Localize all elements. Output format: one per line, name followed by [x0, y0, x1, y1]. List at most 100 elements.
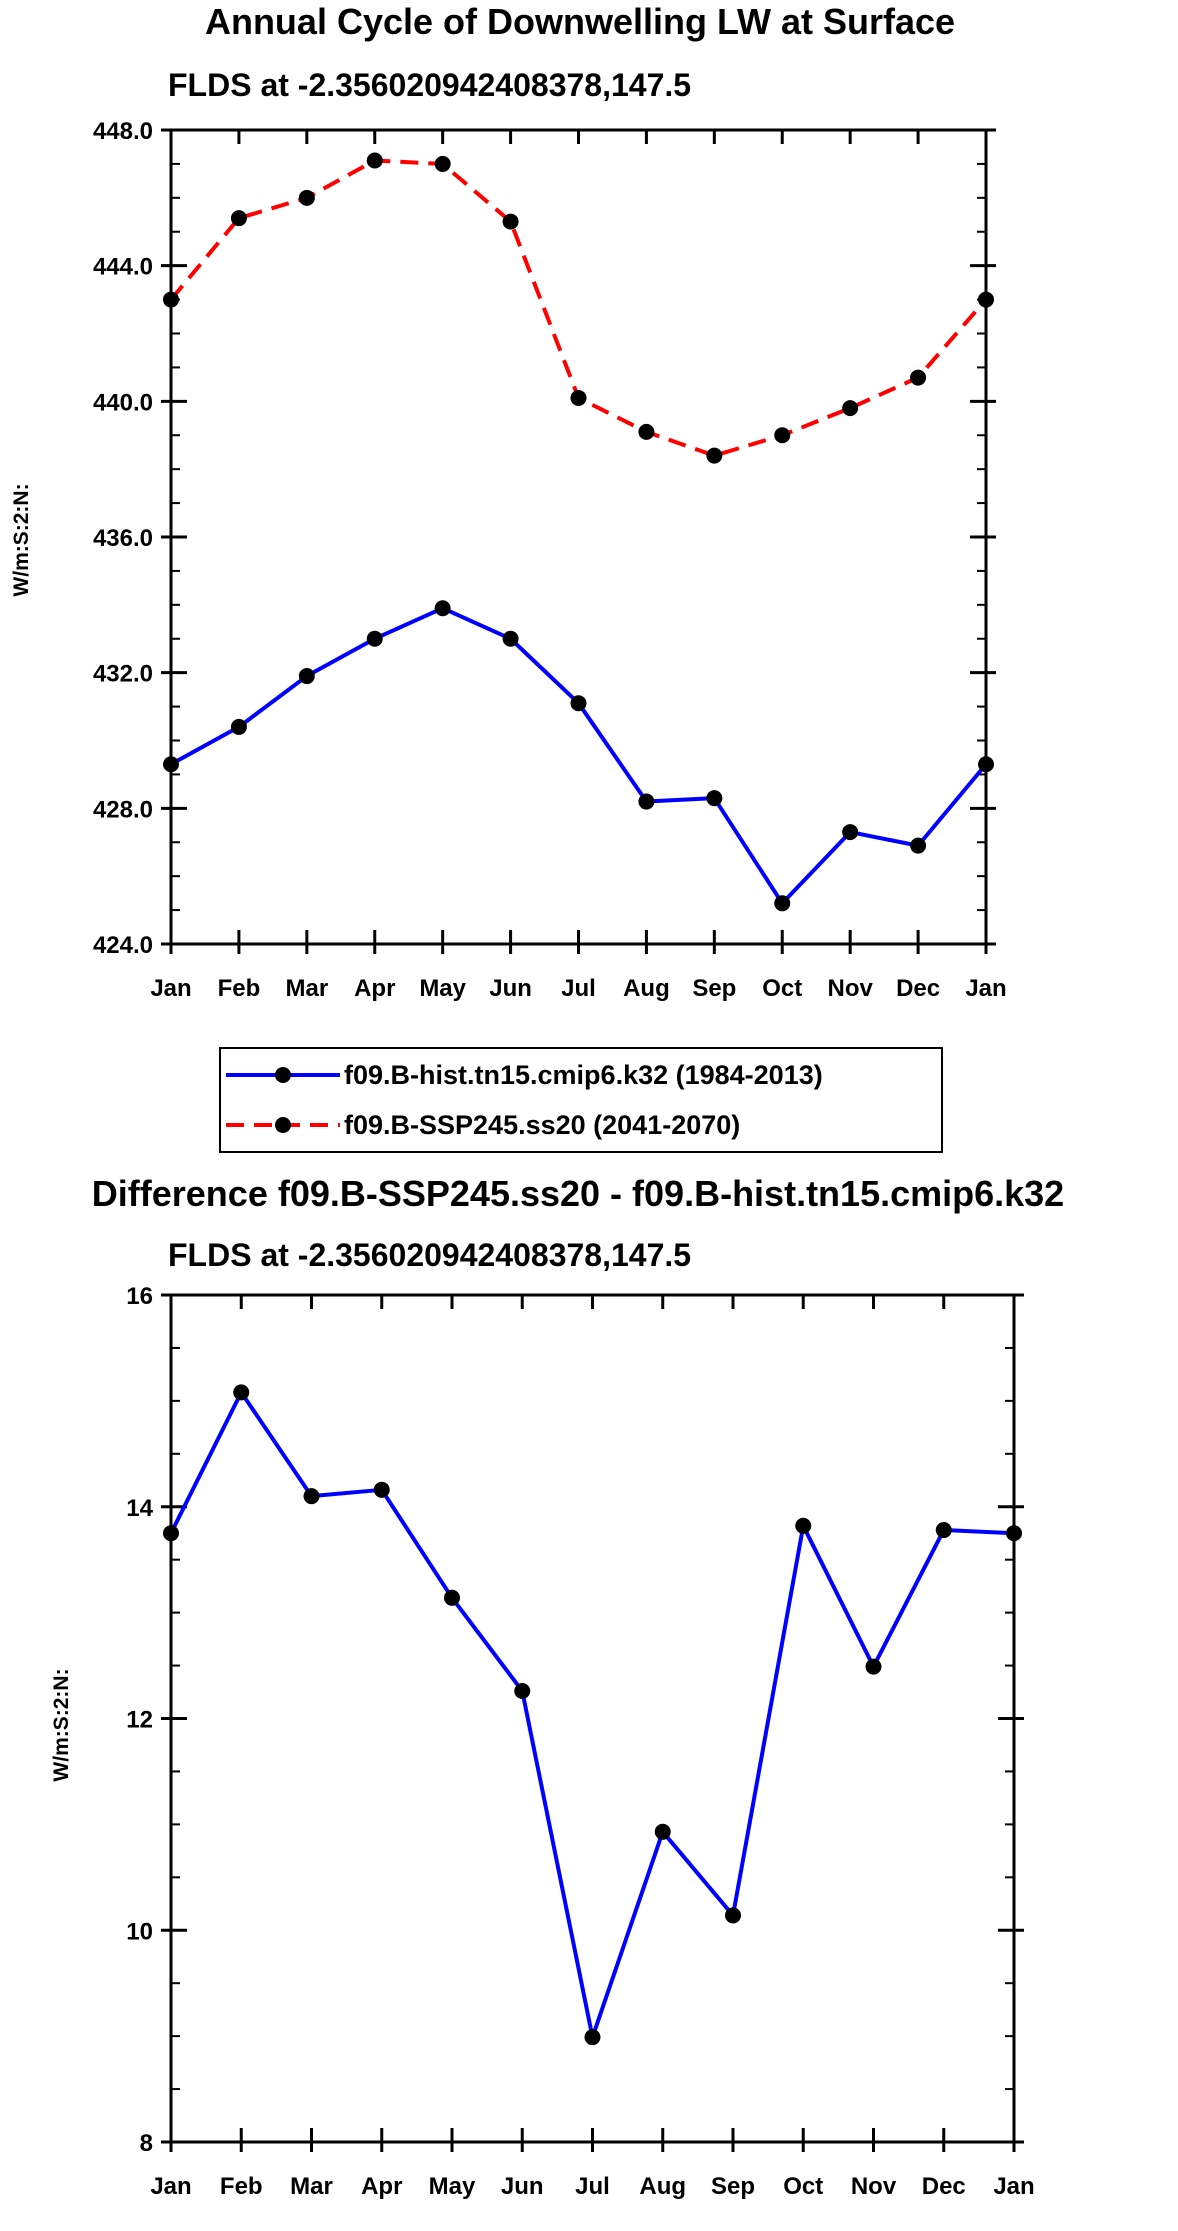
bottom-chart-title: Difference f09.B-SSP245.ss20 - f09.B-his… — [92, 1173, 1064, 1214]
series-0-point — [865, 1658, 882, 1675]
x-tick-label: May — [419, 975, 466, 1002]
x-tick-label: Aug — [623, 975, 670, 1002]
y-tick-label: 436.0 — [93, 525, 153, 552]
x-tick-label: Dec — [896, 975, 940, 1002]
x-tick-label: Sep — [711, 2173, 755, 2200]
series-0-point — [570, 695, 587, 712]
series-0-point — [502, 630, 519, 647]
top-chart-subtitle: FLDS at -2.356020942408378,147.5 — [168, 67, 691, 103]
x-tick-label: Apr — [354, 975, 395, 1002]
series-0-point — [978, 756, 994, 773]
y-tick-label: 16 — [126, 1283, 153, 1310]
y-tick-label: 10 — [126, 1918, 153, 1945]
series-0-point — [514, 1682, 531, 1699]
top-chart: Annual Cycle of Downwelling LW at Surfac… — [10, 1, 1007, 1153]
y-tick-label: 428.0 — [93, 796, 153, 823]
bottom-plot-area: Jan Feb Mar Apr May Jun Jul Aug Sep Oct Nov Dec Jan 8… — [126, 1283, 1034, 2200]
x-tick-label: Jun — [501, 2173, 544, 2200]
series-line-0 — [170, 606, 988, 906]
series-0-point — [303, 1488, 320, 1505]
y-tick-label: 440.0 — [93, 389, 153, 416]
series-0-point — [373, 1481, 390, 1498]
x-tick-label: Sep — [692, 975, 736, 1002]
x-tick-label: Oct — [762, 975, 802, 1002]
series-1-point — [230, 210, 247, 227]
legend-item-hist: f09.B-hist.tn15.cmip6.k32 (1984-2013) — [226, 1060, 823, 1090]
x-tick-label: Jan — [150, 2173, 191, 2200]
bottom-chart-subtitle: FLDS at -2.356020942408378,147.5 — [168, 1237, 691, 1273]
series-0-point — [584, 2029, 601, 2046]
series-1-point — [366, 152, 383, 169]
x-tick-label: Jan — [965, 975, 1006, 1002]
series-1-point — [163, 291, 179, 308]
y-tick-label: 424.0 — [93, 932, 153, 959]
series-0-point — [233, 1384, 250, 1401]
series-1-point — [434, 155, 451, 172]
y-tick-label: 432.0 — [93, 661, 153, 688]
legend-label-ssp245: f09.B-SSP245.ss20 (2041-2070) — [344, 1110, 740, 1140]
x-tick-label: Mar — [285, 975, 328, 1002]
series-0-point — [795, 1517, 812, 1534]
series-0-point — [434, 600, 451, 617]
top-plot-area: Jan Feb Mar Apr May Jun Jul Aug Sep Oct Nov Dec Jan 4… — [93, 118, 1007, 1002]
series-0-point — [444, 1589, 460, 1606]
x-tick-label: Nov — [851, 2173, 897, 2200]
series-0-point — [725, 1907, 741, 1924]
legend-frame — [219, 1047, 943, 1153]
legend: f09.B-hist.tn15.cmip6.k32 (1984-2013) f0… — [219, 1047, 943, 1153]
x-tick-label: Oct — [783, 2173, 823, 2200]
x-tick-label: Dec — [922, 2173, 966, 2200]
x-tick-label: Feb — [218, 975, 261, 1002]
series-1-point — [706, 447, 723, 464]
series-line-0 — [169, 1390, 1015, 2040]
series-0-point — [163, 756, 179, 773]
legend-item-ssp245: f09.B-SSP245.ss20 (2041-2070) — [226, 1110, 740, 1140]
plot-frame — [169, 1293, 1016, 2144]
series-0-point — [910, 837, 927, 854]
series-1-point — [298, 189, 315, 206]
series-1-point — [502, 213, 519, 230]
y-tick-label: 444.0 — [93, 254, 153, 281]
x-tick-label: Mar — [290, 2173, 333, 2200]
x-tick-label: Jan — [150, 975, 191, 1002]
y-tick-label: 14 — [126, 1495, 153, 1522]
x-tick-label: Nov — [827, 975, 873, 1002]
series-1-point — [638, 423, 655, 440]
bottom-chart-ylabel: W/m:S:2:N: — [50, 1668, 73, 1781]
top-chart-title: Annual Cycle of Downwelling LW at Surfac… — [205, 1, 955, 42]
y-tick-label: 12 — [126, 1707, 153, 1734]
series-1-point — [842, 400, 859, 417]
x-tick-label: Jan — [993, 2173, 1034, 2200]
series-0-point — [298, 668, 315, 685]
series-0-point — [842, 824, 859, 841]
series-0-point — [774, 895, 791, 912]
x-tick-label: Jul — [575, 2173, 610, 2200]
y-tick-label: 448.0 — [93, 118, 153, 145]
series-0-point — [654, 1823, 671, 1840]
series-0-point — [230, 718, 247, 735]
bottom-chart: Difference f09.B-SSP245.ss20 - f09.B-his… — [50, 1173, 1064, 2200]
series-0-point — [163, 1525, 179, 1542]
x-tick-label: Feb — [220, 2173, 263, 2200]
series-1-point — [774, 427, 791, 444]
series-1-point — [570, 389, 587, 406]
series-0-point — [935, 1522, 952, 1539]
legend-marker-ssp245 — [275, 1117, 291, 1133]
x-tick-label: May — [429, 2173, 476, 2200]
legend-marker-hist — [275, 1067, 291, 1083]
y-tick-label: 8 — [140, 2130, 153, 2157]
legend-label-hist: f09.B-hist.tn15.cmip6.k32 (1984-2013) — [344, 1060, 823, 1090]
series-0-point — [638, 793, 655, 810]
series-0-point — [1006, 1525, 1022, 1542]
x-tick-label: Aug — [639, 2173, 686, 2200]
plot-frame — [169, 128, 988, 946]
series-0-point — [706, 790, 723, 807]
series-line-1 — [169, 158, 988, 458]
top-chart-ylabel: W/m:S:2:N: — [10, 483, 33, 596]
x-tick-label: Apr — [361, 2173, 402, 2200]
x-tick-label: Jul — [561, 975, 596, 1002]
x-tick-label: Jun — [489, 975, 532, 1002]
series-0-point — [366, 630, 383, 647]
series-1-point — [978, 291, 994, 308]
